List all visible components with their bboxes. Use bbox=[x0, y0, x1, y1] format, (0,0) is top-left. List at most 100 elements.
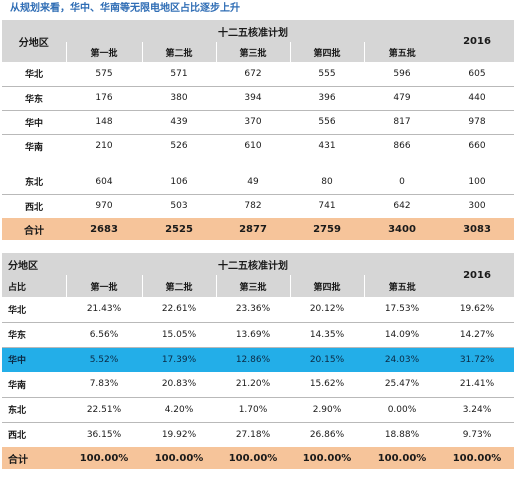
cell: 370 bbox=[216, 110, 290, 135]
cell: 17.53% bbox=[364, 297, 440, 323]
cell: 0 bbox=[364, 170, 440, 195]
cell: 100.00% bbox=[364, 447, 440, 469]
cell: 100.00% bbox=[66, 447, 142, 469]
cell: 100.00% bbox=[216, 447, 290, 469]
group-header: 十二五核准计划 bbox=[218, 260, 288, 272]
row-label: 华中 bbox=[2, 347, 66, 372]
cell: 2525 bbox=[142, 218, 216, 240]
row-label: 西北 bbox=[24, 202, 43, 213]
table-row: 华南 7.83% 20.83% 21.20% 15.62% 25.47% 21.… bbox=[2, 372, 514, 398]
table-row: 华东 6.56% 15.05% 13.69% 14.35% 14.09% 14.… bbox=[2, 322, 514, 348]
cell: 106 bbox=[142, 170, 216, 195]
batch-header: 第一批 bbox=[65, 275, 142, 297]
table-row: 华北 575 571 672 555 596 605 bbox=[2, 62, 514, 87]
cell: 19.92% bbox=[161, 429, 197, 440]
cell: 6.56% bbox=[66, 322, 142, 348]
cell: 2877 bbox=[216, 218, 290, 240]
batch-header: 第四批 bbox=[289, 42, 364, 62]
cell: 394 bbox=[216, 86, 290, 111]
cell: 31.72% bbox=[440, 347, 514, 372]
table-row: 东北 604 106 49 80 0 100 bbox=[2, 170, 514, 195]
cell: 21.41% bbox=[440, 372, 514, 398]
year-header: 2016 bbox=[463, 35, 491, 47]
cell: 5.52% bbox=[66, 347, 142, 372]
cell: 555 bbox=[290, 62, 364, 87]
table-row: 华中 148 439 370 556 817 978 bbox=[2, 110, 514, 135]
cell: 610 bbox=[244, 141, 262, 152]
cell: 660 bbox=[468, 141, 486, 152]
batch-header: 第二批 bbox=[141, 275, 216, 297]
cell: 2759 bbox=[290, 218, 364, 240]
share-table: 分地区 十二五核准计划 2016 占比 第一批 第二批 第三批 第四批 第五批 … bbox=[2, 253, 514, 469]
total-row: 合计 2683 2525 2877 2759 3400 3083 bbox=[2, 218, 514, 240]
cell: 100.00% bbox=[440, 447, 514, 469]
cell: 12.86% bbox=[216, 347, 290, 372]
cell: 49 bbox=[216, 170, 290, 195]
cell: 642 bbox=[393, 201, 411, 212]
cell: 176 bbox=[66, 86, 142, 111]
table-row: 东北 22.51% 4.20% 1.70% 2.90% 0.00% 3.24% bbox=[2, 397, 514, 423]
row-label: 东北 bbox=[2, 170, 66, 195]
cell: 14.09% bbox=[364, 322, 440, 348]
table-row: 华东 176 380 394 396 479 440 bbox=[2, 86, 514, 111]
cell: 866 bbox=[393, 141, 411, 152]
cell: 21.20% bbox=[216, 372, 290, 398]
cell: 25.47% bbox=[364, 372, 440, 398]
cell: 782 bbox=[244, 201, 262, 212]
row-label: 华南 bbox=[2, 372, 66, 398]
cell: 100 bbox=[440, 170, 514, 195]
cell: 2683 bbox=[66, 218, 142, 240]
table-row: 西北 36.15% 19.92% 27.18% 26.86% 18.88% 9.… bbox=[2, 422, 514, 447]
cell: 817 bbox=[364, 110, 440, 135]
batch-header: 第二批 bbox=[141, 42, 216, 62]
cell: 575 bbox=[66, 62, 142, 87]
cell: 672 bbox=[216, 62, 290, 87]
cell: 26.86% bbox=[309, 429, 345, 440]
cell: 3400 bbox=[364, 218, 440, 240]
cell: 148 bbox=[66, 110, 142, 135]
cell: 22.51% bbox=[66, 397, 142, 423]
cell: 440 bbox=[440, 86, 514, 111]
cell: 20.83% bbox=[142, 372, 216, 398]
batch-header: 第五批 bbox=[363, 275, 440, 297]
cell: 210 bbox=[95, 141, 113, 152]
cell: 23.36% bbox=[216, 297, 290, 323]
cell: 36.15% bbox=[86, 429, 122, 440]
cell: 100.00% bbox=[290, 447, 364, 469]
row-label: 华南 bbox=[24, 142, 43, 153]
cell: 100.00% bbox=[142, 447, 216, 469]
capacity-table: 分地区 十二五核准计划 2016 第一批 第二批 第三批 第四批 第五批 华北 … bbox=[2, 20, 514, 240]
group-header: 十二五核准计划 bbox=[218, 27, 288, 39]
cell: 9.73% bbox=[462, 429, 492, 440]
cell: 17.39% bbox=[142, 347, 216, 372]
page-title: 从规划来看，华中、华南等无限电地区占比逐步上升 bbox=[10, 3, 240, 14]
cell: 479 bbox=[364, 86, 440, 111]
cell: 21.43% bbox=[66, 297, 142, 323]
cell: 14.27% bbox=[440, 322, 514, 348]
batch-header: 第五批 bbox=[363, 42, 440, 62]
cell: 3083 bbox=[440, 218, 514, 240]
cell: 1.70% bbox=[216, 397, 290, 423]
row-label: 合计 bbox=[2, 218, 66, 240]
cell: 605 bbox=[440, 62, 514, 87]
cell: 18.88% bbox=[384, 429, 420, 440]
year-header: 2016 bbox=[463, 269, 491, 281]
share-header: 占比 bbox=[8, 282, 27, 293]
row-label: 东北 bbox=[2, 397, 66, 423]
row-label: 西北 bbox=[8, 431, 27, 442]
cell: 13.69% bbox=[216, 322, 290, 348]
cell: 24.03% bbox=[364, 347, 440, 372]
table-row: 西北 970 503 782 741 642 300 bbox=[2, 194, 514, 218]
cell: 20.15% bbox=[290, 347, 364, 372]
row-label: 华中 bbox=[2, 110, 66, 135]
batch-header: 第四批 bbox=[289, 275, 364, 297]
cell: 80 bbox=[290, 170, 364, 195]
cell: 15.62% bbox=[290, 372, 364, 398]
cell: 0.00% bbox=[364, 397, 440, 423]
cell: 7.83% bbox=[66, 372, 142, 398]
row-label: 华北 bbox=[2, 62, 66, 87]
cell: 596 bbox=[364, 62, 440, 87]
cell: 4.20% bbox=[142, 397, 216, 423]
cell: 19.62% bbox=[440, 297, 514, 323]
row-label: 合计 bbox=[2, 447, 66, 469]
